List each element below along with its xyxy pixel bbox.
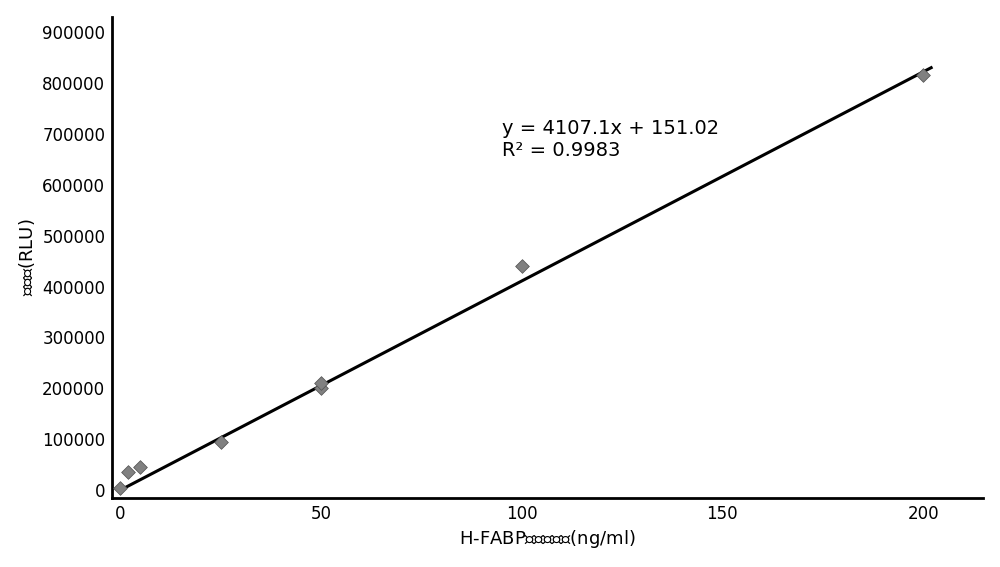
Point xyxy=(213,437,229,446)
Point xyxy=(313,379,329,388)
X-axis label: H-FABP$\mathregular{标准品浓度}$(ng/ml): H-FABP$\mathregular{标准品浓度}$(ng/ml) xyxy=(459,528,636,551)
Point xyxy=(132,463,148,472)
Point xyxy=(514,261,530,270)
Point xyxy=(313,384,329,393)
Point xyxy=(120,468,136,477)
Point xyxy=(112,483,128,492)
Y-axis label: $\mathregular{发光值}$(RLU): $\mathregular{发光值}$(RLU) xyxy=(17,218,37,296)
Point xyxy=(915,71,931,80)
Text: y = 4107.1x + 151.02
R² = 0.9983: y = 4107.1x + 151.02 R² = 0.9983 xyxy=(502,119,719,159)
